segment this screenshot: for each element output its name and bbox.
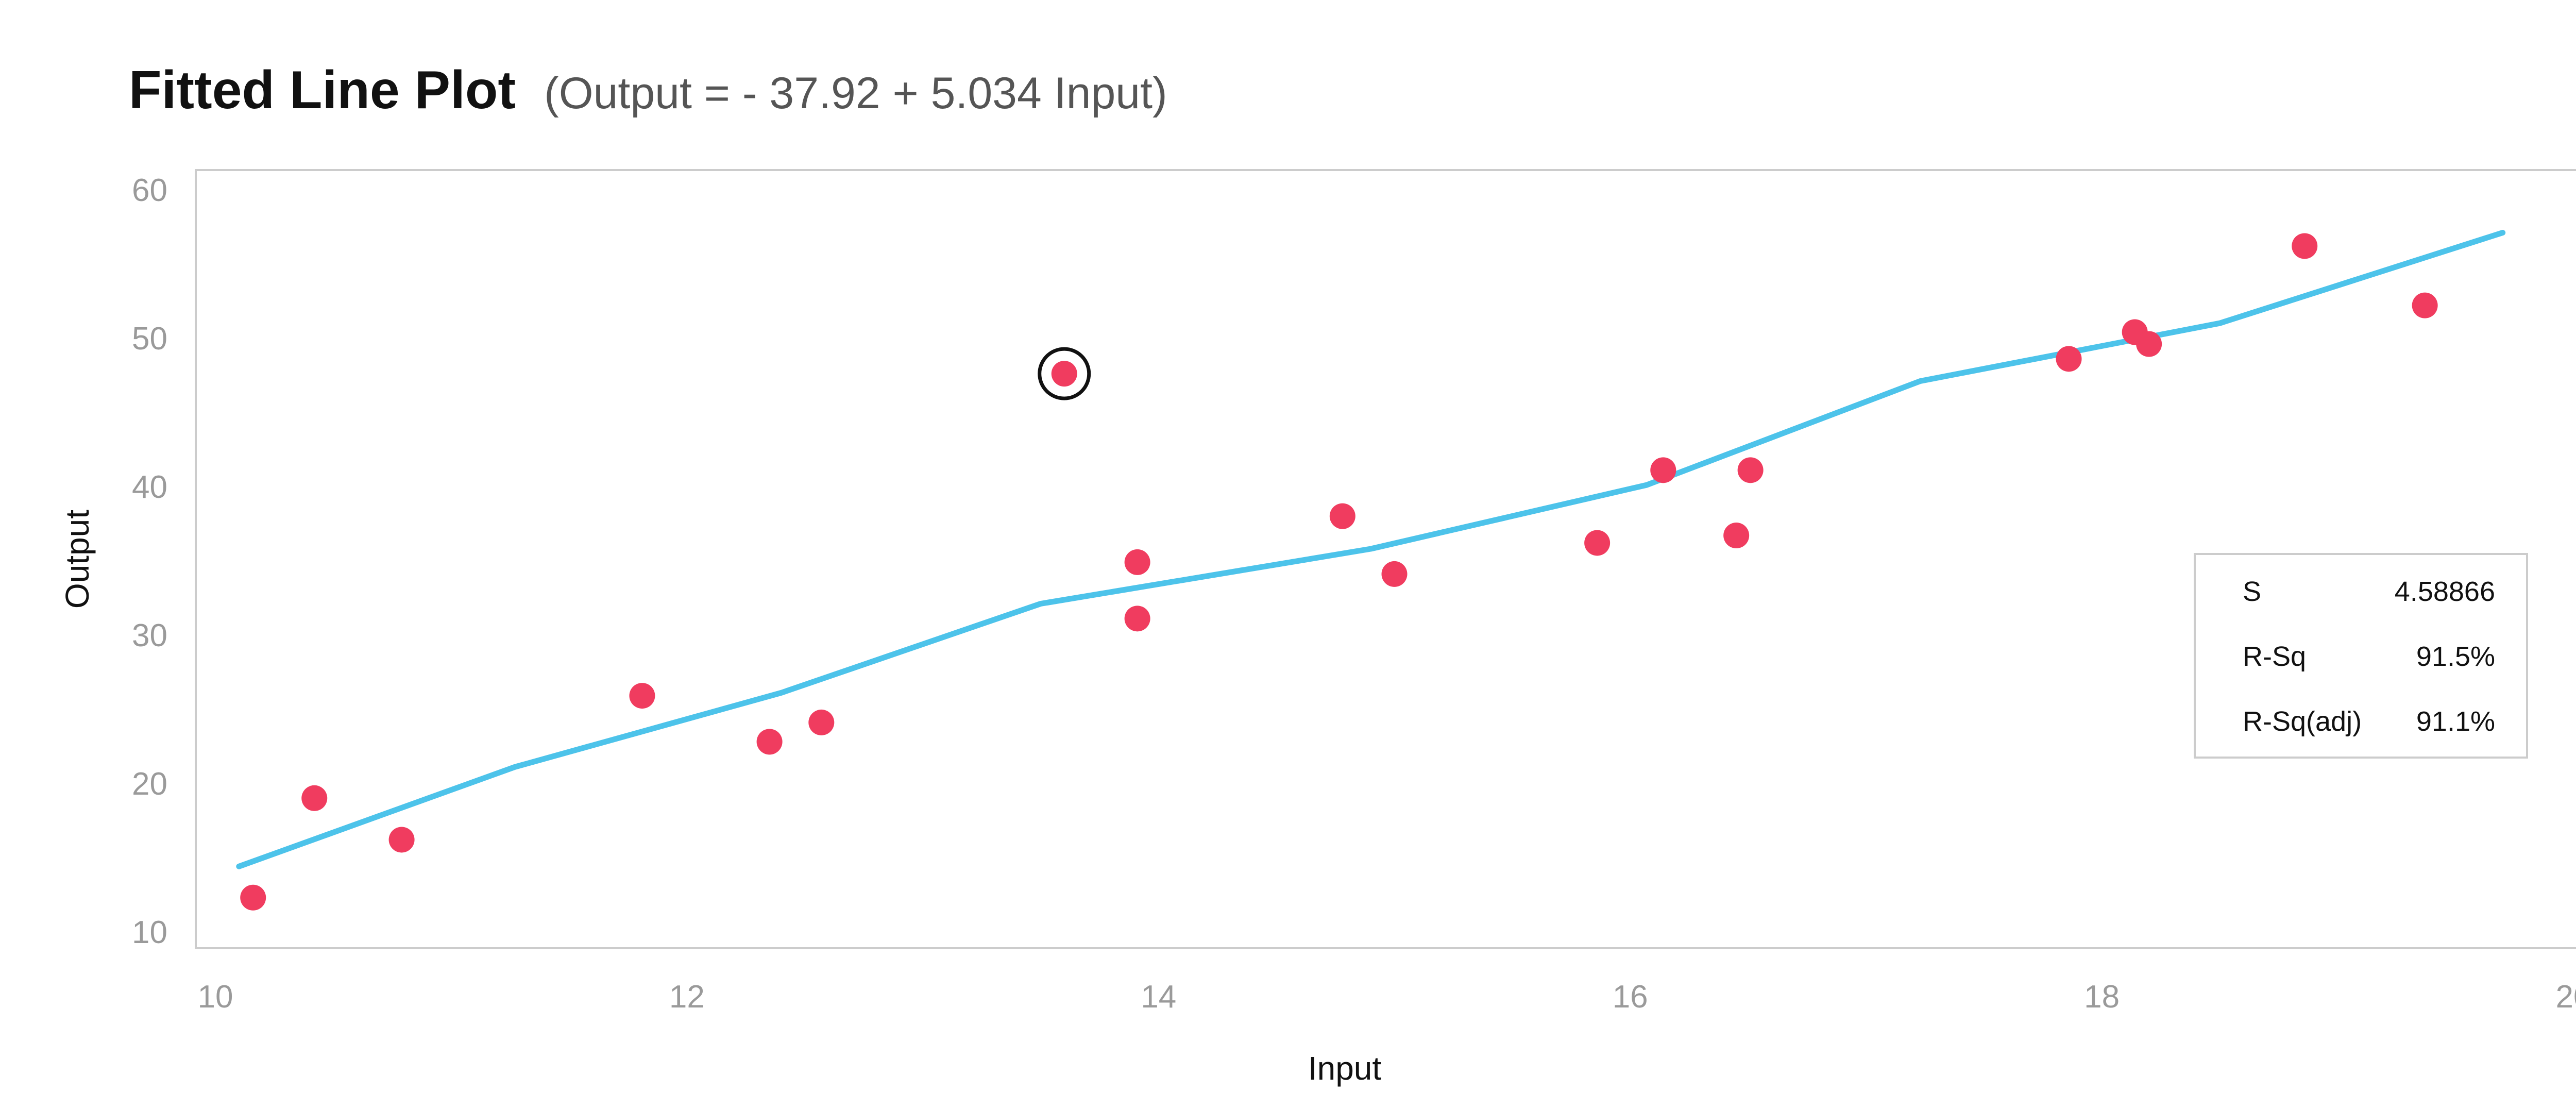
stats-value: 91.1% [2416, 706, 2495, 737]
stats-label: S [2243, 576, 2261, 607]
chart-subtitle: (Output = - 37.92 + 5.034 Input) [544, 69, 1167, 118]
stats-label: R-Sq(adj) [2243, 706, 2362, 737]
data-point [2412, 292, 2438, 318]
data-point [240, 884, 266, 911]
y-axis-label: Output [59, 510, 96, 609]
stats-box-frame [2194, 553, 2528, 759]
x-tick-label: 10 [198, 979, 233, 1015]
y-tick-label: 40 [132, 469, 167, 505]
data-point [629, 683, 655, 709]
data-point [808, 709, 835, 735]
plot-frame [195, 169, 2576, 949]
data-point [2056, 346, 2082, 372]
data-point [2292, 233, 2318, 259]
data-point [1329, 503, 1355, 529]
stats-value: 4.58866 [2395, 576, 2495, 607]
outlier-highlight-ring [1038, 347, 1091, 400]
x-tick-label: 16 [1613, 979, 1648, 1015]
stats-rows: S 4.58866 R-Sq 91.5% R-Sq(adj) 91.1% [2243, 576, 2495, 737]
stats-label: R-Sq [2243, 641, 2306, 672]
data-point [388, 827, 415, 853]
data-point [1723, 523, 1750, 549]
y-tick-label: 50 [132, 321, 167, 357]
y-tick-label: 30 [132, 618, 167, 653]
y-axis-ticks: 10 20 30 40 50 60 [132, 173, 167, 950]
chart-title: Fitted Line Plot [129, 60, 516, 120]
stats-value: 91.5% [2416, 641, 2495, 672]
data-point [1737, 457, 1764, 483]
x-tick-label: 18 [2084, 979, 2120, 1015]
data-point [1051, 361, 1077, 387]
data-point [1124, 606, 1150, 632]
stats-box: S 4.58866 R-Sq 91.5% R-Sq(adj) 91.1% [2194, 553, 2528, 759]
x-axis-label: Input [1308, 1050, 1382, 1087]
data-points-series [240, 233, 2438, 911]
x-tick-label: 14 [1141, 979, 1176, 1015]
x-tick-label: 20 [2556, 979, 2576, 1015]
data-point [756, 729, 783, 755]
data-point [1650, 457, 1676, 483]
data-point [1584, 530, 1611, 556]
y-tick-label: 10 [132, 915, 167, 950]
fitted-line [236, 230, 2506, 869]
y-tick-label: 20 [132, 766, 167, 802]
data-point [2136, 331, 2162, 357]
x-axis-ticks: 10 12 14 16 18 20 [198, 979, 2576, 1015]
data-point [1381, 561, 1408, 587]
x-tick-label: 12 [669, 979, 705, 1015]
data-point [1124, 549, 1150, 575]
data-point [301, 785, 328, 811]
y-tick-label: 60 [132, 173, 167, 208]
title-group: Fitted Line Plot (Output = - 37.92 + 5.0… [129, 60, 1167, 120]
fitted-line-series [236, 230, 2506, 869]
